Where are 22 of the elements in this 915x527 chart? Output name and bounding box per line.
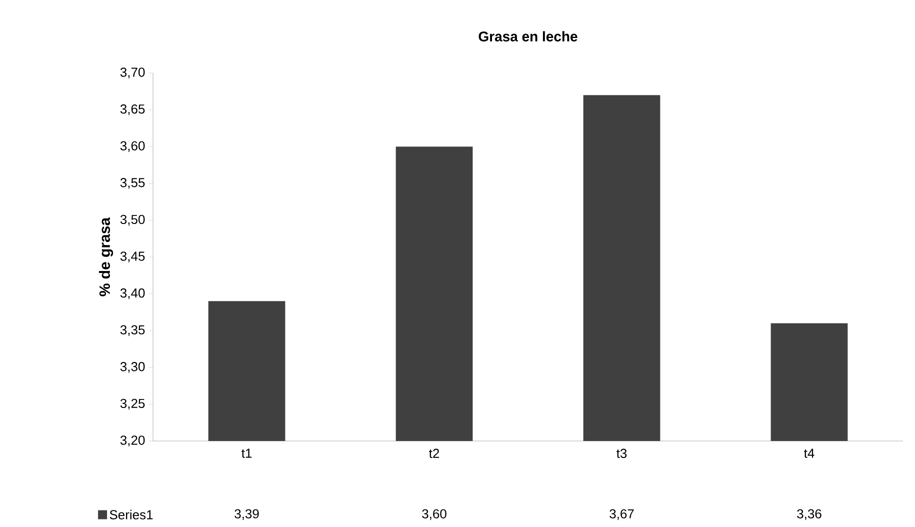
data-label: 3,60 bbox=[422, 509, 446, 520]
y-tick-label: 3,25 bbox=[120, 398, 145, 410]
y-tick-label: 3,20 bbox=[120, 436, 145, 446]
x-tick-label: t3 bbox=[616, 448, 627, 458]
x-tick-label: t2 bbox=[429, 448, 440, 458]
y-tick-label: 3,30 bbox=[120, 362, 145, 373]
y-tick-label: 3,65 bbox=[120, 104, 145, 116]
y-tick-label: 3,45 bbox=[120, 252, 145, 262]
data-label: 3,67 bbox=[610, 509, 634, 520]
x-tick-label: t1 bbox=[242, 448, 252, 458]
y-tick-label: 3,60 bbox=[120, 141, 145, 152]
y-tick-label: 3,55 bbox=[120, 178, 145, 189]
chart-title: Grasa en leche bbox=[478, 31, 578, 42]
y-tick-label: 3,35 bbox=[120, 325, 145, 336]
data-label: 3,39 bbox=[234, 509, 259, 520]
y-tick-label: 3,50 bbox=[120, 214, 145, 226]
y-tick-label: 3,70 bbox=[120, 68, 145, 78]
legend-label: Series1 bbox=[110, 510, 153, 520]
y-tick-label: 3,40 bbox=[120, 288, 145, 300]
y-axis-title: % de grasa bbox=[98, 217, 114, 296]
data-label: 3,36 bbox=[797, 509, 822, 520]
x-tick-label: t4 bbox=[804, 448, 814, 458]
